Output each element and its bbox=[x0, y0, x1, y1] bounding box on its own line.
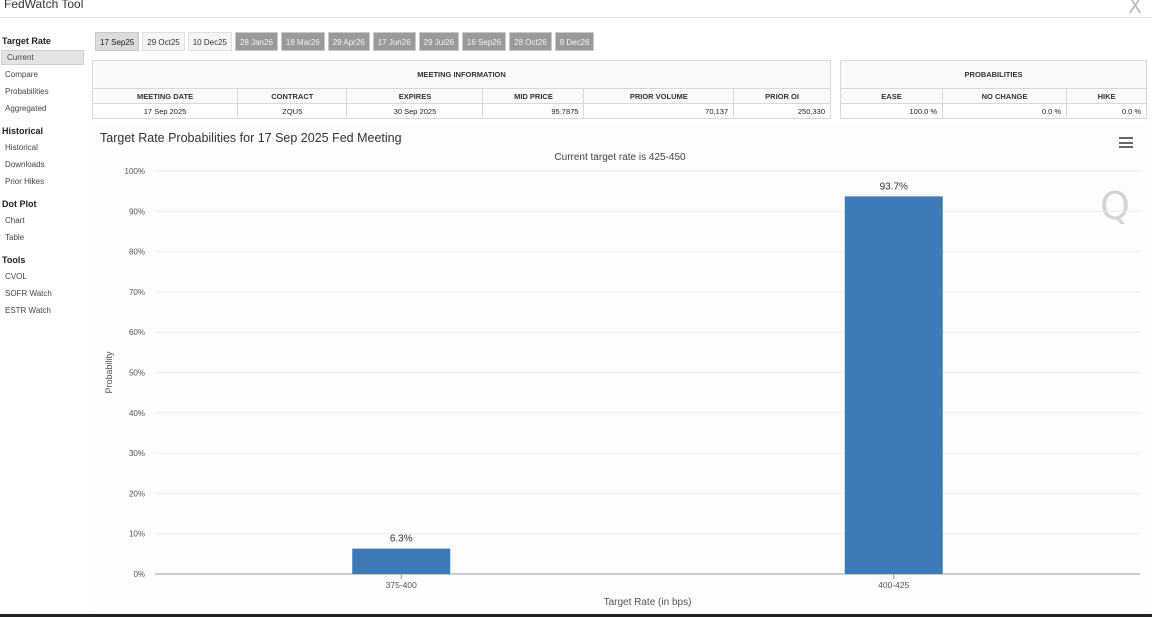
tab-meeting-date[interactable]: 28 Jan26 bbox=[234, 32, 278, 51]
y-tick-label: 50% bbox=[129, 369, 145, 378]
y-tick-label: 20% bbox=[129, 489, 145, 498]
y-tick-label: 40% bbox=[129, 409, 145, 418]
column-header: CONTRACT bbox=[237, 88, 348, 104]
x-axis-title: Target Rate (in bps) bbox=[604, 597, 692, 608]
table-cell: 250,330 bbox=[733, 103, 831, 119]
y-tick-label: 80% bbox=[129, 248, 145, 257]
bar-400-425 bbox=[844, 196, 943, 575]
bottom-border bbox=[0, 614, 1152, 617]
sidebar-item-historical[interactable]: Historical bbox=[5, 143, 38, 152]
data-label: 93.7% bbox=[880, 181, 908, 192]
column-header: HIKE bbox=[1066, 88, 1147, 104]
tab-meeting-date[interactable]: 17 Sep25 bbox=[95, 32, 140, 51]
tab-meeting-date[interactable]: 29 Oct25 bbox=[142, 32, 185, 51]
x-tick-label: 375-400 bbox=[386, 580, 417, 590]
chart-title: Target Rate Probabilities for 17 Sep 202… bbox=[100, 131, 402, 145]
tab-meeting-date[interactable]: 18 Mar26 bbox=[280, 32, 325, 51]
app-title: FedWatch Tool bbox=[4, 0, 84, 11]
y-tick-label: 30% bbox=[129, 449, 145, 458]
sidebar-item-chart[interactable]: Chart bbox=[5, 216, 25, 225]
sidebar-item-cvol[interactable]: CVOL bbox=[5, 272, 27, 281]
meeting-date-tabs: 17 Sep25 29 Oct25 10 Dec25 28 Jan26 18 Mar26… bbox=[95, 32, 595, 52]
tab-meeting-date[interactable]: 10 Dec25 bbox=[187, 32, 232, 51]
column-header: MEETING DATE bbox=[91, 88, 239, 104]
table-cell: 95.7875 bbox=[482, 103, 585, 119]
y-tick-label: 90% bbox=[129, 207, 145, 216]
bar-375-400 bbox=[352, 548, 451, 574]
sidebar-item-table[interactable]: Table bbox=[5, 233, 25, 242]
sidebar: Target Rate Current Compare Probabilities Ag… bbox=[0, 30, 86, 319]
sidebar-item-compare[interactable]: Compare bbox=[5, 70, 38, 79]
sidebar-heading: Target Rate bbox=[2, 36, 51, 46]
sidebar-heading: Tools bbox=[2, 255, 26, 265]
y-tick-label: 60% bbox=[129, 328, 145, 337]
tab-meeting-date[interactable]: 29 Apr26 bbox=[327, 32, 370, 51]
column-header: EXPIRES bbox=[346, 88, 484, 104]
tab-meeting-date[interactable]: 28 Oct26 bbox=[509, 32, 552, 51]
sidebar-item-downloads[interactable]: Downloads bbox=[5, 160, 45, 169]
probabilities-table: PROBABILITIES EASE NO CHANGE HIKE 100.0 % 0… bbox=[839, 60, 1147, 119]
sidebar-item-prior-hikes[interactable]: Prior Hikes bbox=[5, 177, 45, 186]
y-axis-title: Probability bbox=[104, 351, 114, 394]
sidebar-item-aggregated[interactable]: Aggregated bbox=[5, 104, 47, 113]
sidebar-item-sofr-watch[interactable]: SOFR Watch bbox=[5, 289, 52, 298]
data-label: 6.3% bbox=[390, 534, 413, 545]
y-tick-label: 0% bbox=[133, 570, 145, 579]
watermark-logo: Q bbox=[1100, 184, 1130, 228]
table-cell: 17 Sep 2025 bbox=[91, 103, 239, 119]
table-cell: 0.0 % bbox=[1066, 103, 1147, 119]
y-tick-label: 100% bbox=[125, 167, 145, 176]
hamburger-menu-icon[interactable] bbox=[1119, 137, 1133, 148]
table-cell: ZQU5 bbox=[237, 103, 348, 119]
chart-panel bbox=[92, 124, 1148, 614]
close-icon[interactable]: X bbox=[1128, 0, 1142, 18]
sidebar-item-probabilities[interactable]: Probabilities bbox=[5, 87, 49, 96]
sidebar-heading: Historical bbox=[2, 126, 44, 136]
x-tick-label: 400-425 bbox=[878, 580, 909, 590]
chart-subtitle: Current target rate is 425-450 bbox=[554, 152, 686, 163]
meeting-info-table: MEETING INFORMATION MEETING DATE CONTRACT… bbox=[91, 60, 831, 119]
tab-meeting-date[interactable]: 29 Jul26 bbox=[418, 32, 459, 51]
tab-meeting-date[interactable]: 17 Jun26 bbox=[372, 32, 416, 51]
y-tick-label: 10% bbox=[129, 530, 145, 539]
tab-meeting-date[interactable]: 16 Sep26 bbox=[461, 32, 507, 51]
y-tick-label: 70% bbox=[129, 288, 145, 297]
column-header: PRIOR VOLUME bbox=[583, 88, 735, 104]
column-header: NO CHANGE bbox=[942, 88, 1068, 104]
column-header: PRIOR OI bbox=[733, 88, 831, 104]
table-cell: 0.0 % bbox=[942, 103, 1068, 119]
sidebar-item-estr-watch[interactable]: ESTR Watch bbox=[5, 306, 51, 315]
meeting-info-heading: MEETING INFORMATION bbox=[92, 60, 831, 89]
sidebar-heading: Dot Plot bbox=[2, 199, 37, 209]
tab-meeting-date[interactable]: 9 Dec26 bbox=[554, 32, 595, 51]
sidebar-item-current[interactable]: Current bbox=[1, 50, 84, 65]
title-bar: FedWatch Tool X bbox=[0, 0, 1152, 18]
